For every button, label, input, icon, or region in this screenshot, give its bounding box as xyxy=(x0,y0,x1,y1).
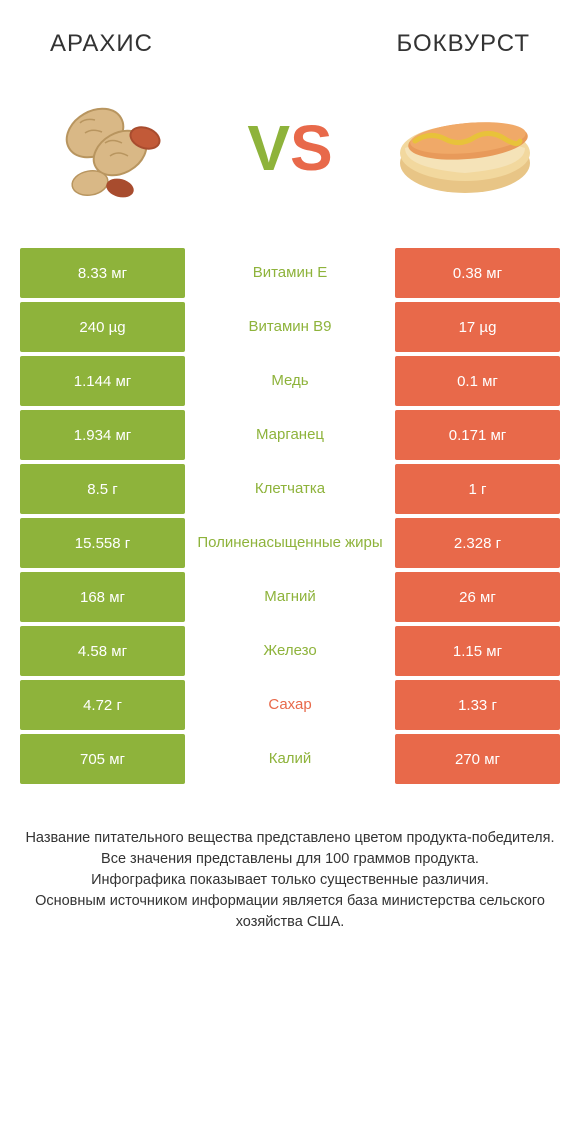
table-row: 168 мгМагний26 мг xyxy=(20,572,560,622)
vs-s: S xyxy=(290,112,333,184)
cell-right: 1.33 г xyxy=(395,680,560,730)
cell-left: 4.58 мг xyxy=(20,626,185,676)
cell-left: 1.934 мг xyxy=(20,410,185,460)
cell-right: 2.328 г xyxy=(395,518,560,568)
footer-line: Все значения представлены для 100 граммо… xyxy=(20,849,560,870)
table-row: 15.558 гПолиненасыщенные жиры2.328 г xyxy=(20,518,560,568)
table-row: 1.144 мгМедь0.1 мг xyxy=(20,356,560,406)
cell-label: Железо xyxy=(185,626,395,676)
title-right: БОКВУРСТ xyxy=(396,30,530,58)
hotdog-image xyxy=(390,78,540,218)
footer-line: Инфографика показывает только существенн… xyxy=(20,870,560,891)
cell-left: 8.5 г xyxy=(20,464,185,514)
cell-right: 0.1 мг xyxy=(395,356,560,406)
footer-line: Название питательного вещества представл… xyxy=(20,828,560,849)
cell-right: 0.38 мг xyxy=(395,248,560,298)
cell-label: Магний xyxy=(185,572,395,622)
table-row: 8.5 гКлетчатка1 г xyxy=(20,464,560,514)
cell-left: 4.72 г xyxy=(20,680,185,730)
cell-label: Полиненасыщенные жиры xyxy=(185,518,395,568)
footer: Название питательного вещества представл… xyxy=(0,788,580,933)
cell-right: 1.15 мг xyxy=(395,626,560,676)
header: АРАХИС БОКВУРСТ xyxy=(0,0,580,78)
table-row: 8.33 мгВитамин E0.38 мг xyxy=(20,248,560,298)
cell-right: 26 мг xyxy=(395,572,560,622)
vs-row: VS xyxy=(0,78,580,248)
cell-right: 270 мг xyxy=(395,734,560,784)
vs-label: VS xyxy=(247,111,332,185)
cell-label: Сахар xyxy=(185,680,395,730)
cell-label: Медь xyxy=(185,356,395,406)
footer-line: Основным источником информации является … xyxy=(20,891,560,933)
cell-left: 168 мг xyxy=(20,572,185,622)
cell-left: 8.33 мг xyxy=(20,248,185,298)
cell-label: Витамин E xyxy=(185,248,395,298)
table-row: 4.72 гСахар1.33 г xyxy=(20,680,560,730)
table-row: 240 µgВитамин B917 µg xyxy=(20,302,560,352)
cell-right: 1 г xyxy=(395,464,560,514)
table-row: 4.58 мгЖелезо1.15 мг xyxy=(20,626,560,676)
table-row: 705 мгКалий270 мг xyxy=(20,734,560,784)
cell-left: 15.558 г xyxy=(20,518,185,568)
cell-label: Калий xyxy=(185,734,395,784)
cell-left: 705 мг xyxy=(20,734,185,784)
comparison-table: 8.33 мгВитамин E0.38 мг240 µgВитамин B91… xyxy=(0,248,580,784)
peanut-image xyxy=(40,78,190,218)
cell-label: Марганец xyxy=(185,410,395,460)
cell-right: 17 µg xyxy=(395,302,560,352)
cell-left: 240 µg xyxy=(20,302,185,352)
vs-v: V xyxy=(247,112,290,184)
cell-left: 1.144 мг xyxy=(20,356,185,406)
cell-label: Клетчатка xyxy=(185,464,395,514)
title-left: АРАХИС xyxy=(50,30,153,58)
cell-label: Витамин B9 xyxy=(185,302,395,352)
table-row: 1.934 мгМарганец0.171 мг xyxy=(20,410,560,460)
cell-right: 0.171 мг xyxy=(395,410,560,460)
